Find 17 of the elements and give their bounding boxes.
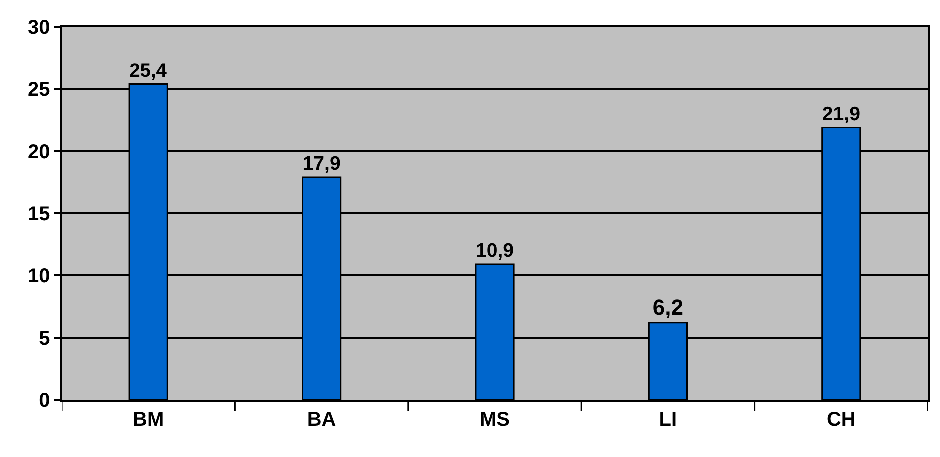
y-tick-label: 5 — [39, 328, 50, 350]
x-tick-label: BM — [133, 408, 164, 431]
data-label: 25,4 — [130, 60, 168, 82]
y-tick-label: 0 — [39, 390, 50, 412]
x-tick-label: BA — [307, 408, 336, 431]
data-label: 17,9 — [302, 152, 341, 175]
y-tick-label: 10 — [28, 266, 50, 288]
data-label: 6,2 — [652, 294, 684, 320]
y-tick-label: 15 — [28, 204, 50, 226]
x-tick-label: MS — [480, 408, 510, 431]
y-tick-label: 20 — [28, 141, 50, 164]
data-label: 10,9 — [476, 240, 514, 262]
y-tick-label: 30 — [28, 17, 50, 39]
y-tick-label: 25 — [28, 79, 50, 102]
x-tick-label: LI — [659, 408, 678, 431]
data-label: 21,9 — [822, 103, 861, 126]
x-tick-label: CH — [826, 408, 856, 431]
